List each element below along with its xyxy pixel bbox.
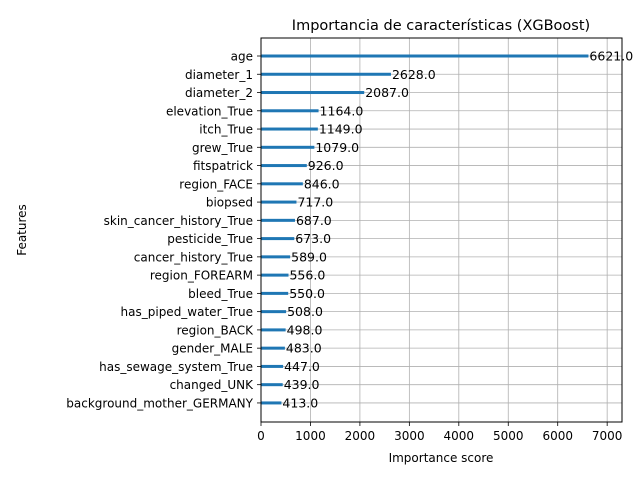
value-label: 413.0	[282, 395, 318, 410]
y-tick-label: background_mother_GERMANY	[66, 396, 253, 410]
value-label: 589.0	[291, 249, 327, 264]
x-tick-label: 3000	[394, 429, 425, 443]
x-tick-label: 0	[257, 429, 265, 443]
y-tick-label: biopsed	[206, 196, 253, 210]
value-label: 550.0	[289, 286, 325, 301]
bar-elevation_True	[261, 109, 319, 113]
x-tick-label: 2000	[345, 429, 376, 443]
value-label: 6621.0	[589, 49, 633, 64]
bar-gender_MALE	[261, 346, 285, 350]
bar-bleed_True	[261, 291, 289, 295]
bar-changed_UNK	[261, 383, 283, 387]
x-tick-label: 4000	[444, 429, 475, 443]
chart-title: Importancia de características (XGBoost)	[292, 18, 590, 34]
y-tick-label: skin_cancer_history_True	[104, 214, 253, 228]
value-label: 673.0	[295, 231, 331, 246]
y-tick-label: itch_True	[199, 123, 253, 137]
x-tick-labels: 0 1000 2000 3000 4000 5000 6000 7000	[257, 429, 622, 443]
y-tick-label: age	[231, 50, 253, 64]
bars	[261, 54, 589, 405]
grid-lines	[260, 38, 622, 422]
value-label: 926.0	[308, 158, 344, 173]
value-label: 1164.0	[320, 103, 364, 118]
x-tick-label: 1000	[295, 429, 326, 443]
y-tick-label: region_FOREARM	[150, 269, 253, 283]
x-tick-label: 7000	[592, 429, 623, 443]
value-label: 447.0	[284, 359, 320, 374]
y-tick-label: changed_UNK	[170, 378, 255, 392]
bar-pesticide_True	[261, 237, 295, 241]
y-tick-label: cancer_history_True	[134, 250, 253, 264]
value-label: 1149.0	[319, 122, 363, 137]
y-tick-label: bleed_True	[188, 287, 253, 301]
plot-area-frame	[260, 37, 623, 423]
bar-age	[261, 54, 589, 58]
bar-diameter_1	[261, 72, 391, 76]
y-tick-label: elevation_True	[166, 104, 253, 118]
y-tick-label: has_sewage_system_True	[99, 360, 253, 374]
axis-ticks	[257, 55, 608, 426]
y-tick-label: fitspatrick	[193, 159, 253, 173]
x-axis-title: Importance score	[389, 451, 494, 465]
bar-biopsed	[261, 200, 297, 204]
value-label: 2087.0	[365, 85, 409, 100]
value-label: 846.0	[304, 176, 340, 191]
bar-region_FACE	[261, 182, 303, 186]
bar-background_mother_GERMANY	[261, 401, 282, 405]
y-tick-label: gender_MALE	[172, 342, 253, 356]
bar-itch_True	[261, 127, 318, 131]
y-tick-label: has_piped_water_True	[121, 305, 253, 319]
value-label: 687.0	[296, 213, 332, 228]
value-label: 717.0	[297, 195, 333, 210]
value-label: 1079.0	[315, 140, 359, 155]
bar-cancer_history_True	[261, 255, 291, 259]
y-tick-label: diameter_2	[185, 86, 253, 100]
value-label: 556.0	[289, 268, 325, 283]
y-tick-label: region_BACK	[177, 323, 255, 337]
x-tick-label: 6000	[542, 429, 573, 443]
y-tick-label: pesticide_True	[167, 232, 253, 246]
value-label: 483.0	[286, 341, 322, 356]
bar-fitspatrick	[261, 164, 307, 168]
bar-has_sewage_system_True	[261, 364, 284, 368]
y-tick-label: region_FACE	[179, 177, 253, 191]
bar-region_BACK	[261, 328, 286, 332]
bar-skin_cancer_history_True	[261, 218, 295, 222]
bar-diameter_2	[261, 91, 365, 95]
y-tick-label: grew_True	[192, 141, 253, 155]
value-label: 439.0	[284, 377, 320, 392]
y-tick-label: diameter_1	[185, 68, 253, 82]
value-label: 498.0	[287, 322, 323, 337]
y-axis-title: Features	[15, 204, 29, 256]
value-label: 2628.0	[392, 67, 436, 82]
bar-has_piped_water_True	[261, 310, 287, 314]
x-tick-label: 5000	[493, 429, 524, 443]
bar-region_FOREARM	[261, 273, 289, 277]
y-tick-labels: age diameter_1 diameter_2 elevation_Trueitc…	[66, 50, 254, 411]
value-label: 508.0	[287, 304, 323, 319]
bar-grew_True	[261, 145, 315, 149]
